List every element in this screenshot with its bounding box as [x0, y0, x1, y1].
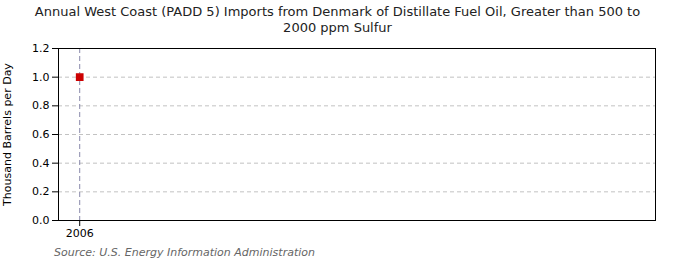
html-text:Source: U.S. Energy Informatio: Source: U.S. Energy Information Administ…	[54, 246, 315, 259]
svg-text:2006: 2006	[66, 227, 94, 240]
svg-text:0.8: 0.8	[32, 99, 50, 112]
html-text:Annual West Coast (PADD 5) Imp: Annual West Coast (PADD 5) Imports from …	[34, 4, 641, 35]
svg-text:1.2: 1.2	[32, 42, 50, 55]
svg-text:0.6: 0.6	[32, 128, 50, 141]
svg-text:1.0: 1.0	[32, 71, 50, 84]
svg-text:0.2: 0.2	[32, 185, 50, 198]
svg-text:0.4: 0.4	[32, 157, 50, 170]
svg-text:Thousand Barrels per Day: Thousand Barrels per Day	[1, 63, 14, 207]
svg-text:0.0: 0.0	[32, 214, 50, 227]
